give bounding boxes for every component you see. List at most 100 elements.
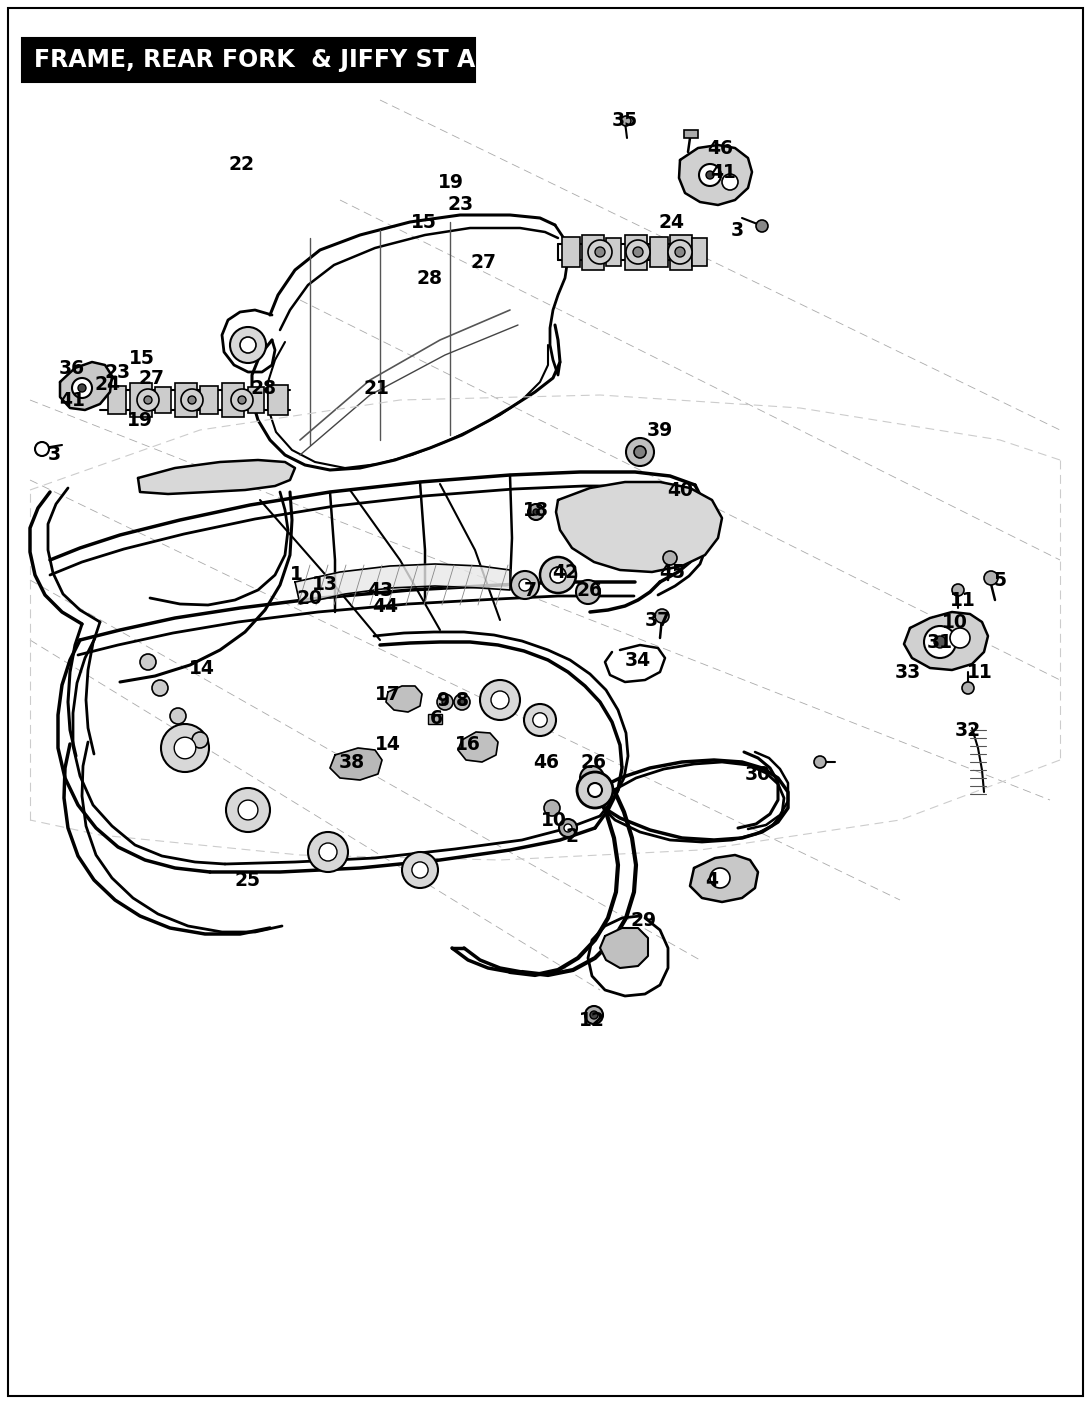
Circle shape xyxy=(544,800,560,816)
Circle shape xyxy=(161,724,209,772)
Circle shape xyxy=(238,396,245,404)
Circle shape xyxy=(140,654,156,670)
Text: 19: 19 xyxy=(437,174,464,192)
Polygon shape xyxy=(329,748,382,781)
Text: 3: 3 xyxy=(47,445,61,465)
Circle shape xyxy=(532,713,548,727)
Circle shape xyxy=(308,833,348,872)
Circle shape xyxy=(175,737,195,758)
Polygon shape xyxy=(386,687,422,712)
Text: 37: 37 xyxy=(645,611,671,629)
Circle shape xyxy=(655,609,669,623)
Circle shape xyxy=(459,699,465,705)
Polygon shape xyxy=(295,564,509,604)
Circle shape xyxy=(519,578,531,591)
Text: 23: 23 xyxy=(448,195,475,215)
Circle shape xyxy=(550,567,566,583)
Circle shape xyxy=(144,396,152,404)
Circle shape xyxy=(626,438,654,466)
Bar xyxy=(175,383,197,417)
Text: 39: 39 xyxy=(647,421,673,439)
Bar xyxy=(221,383,244,417)
Bar xyxy=(606,239,621,265)
Text: 26: 26 xyxy=(580,753,606,772)
Text: 8: 8 xyxy=(456,691,468,709)
Circle shape xyxy=(962,682,974,694)
Circle shape xyxy=(577,772,613,807)
Circle shape xyxy=(319,842,337,861)
Text: 3: 3 xyxy=(731,220,744,240)
Circle shape xyxy=(35,442,49,456)
Circle shape xyxy=(952,584,964,597)
Circle shape xyxy=(710,868,730,887)
Text: 10: 10 xyxy=(942,612,968,632)
Circle shape xyxy=(540,557,576,592)
Text: 45: 45 xyxy=(659,563,685,581)
Text: 34: 34 xyxy=(625,650,651,670)
Text: 26: 26 xyxy=(577,580,603,600)
Bar xyxy=(650,237,668,267)
Text: 28: 28 xyxy=(417,268,443,288)
Text: 7: 7 xyxy=(524,580,537,600)
Text: 40: 40 xyxy=(667,480,693,500)
Text: 17: 17 xyxy=(375,685,400,705)
Circle shape xyxy=(595,247,606,257)
Text: 2: 2 xyxy=(565,827,578,845)
Text: 22: 22 xyxy=(229,156,255,174)
Text: 14: 14 xyxy=(375,734,400,754)
Circle shape xyxy=(633,247,643,257)
Circle shape xyxy=(668,240,692,264)
Circle shape xyxy=(77,385,86,392)
Text: 25: 25 xyxy=(235,870,261,890)
Text: 13: 13 xyxy=(312,574,338,594)
Circle shape xyxy=(626,240,650,264)
Text: 11: 11 xyxy=(950,591,975,609)
Circle shape xyxy=(634,446,646,458)
Text: 14: 14 xyxy=(189,658,215,678)
Circle shape xyxy=(188,396,196,404)
Text: 15: 15 xyxy=(129,348,155,368)
Circle shape xyxy=(621,117,631,126)
Text: 15: 15 xyxy=(411,212,436,232)
Text: 9: 9 xyxy=(437,691,451,709)
Text: 27: 27 xyxy=(139,368,165,388)
Circle shape xyxy=(442,699,448,705)
Text: 41: 41 xyxy=(59,390,85,410)
Text: 5: 5 xyxy=(994,570,1007,590)
Circle shape xyxy=(192,731,208,748)
Circle shape xyxy=(437,694,453,710)
Circle shape xyxy=(699,164,721,185)
Circle shape xyxy=(480,680,520,720)
Bar xyxy=(108,386,125,414)
Bar xyxy=(670,234,692,270)
Bar xyxy=(562,237,580,267)
Text: 23: 23 xyxy=(105,362,131,382)
Circle shape xyxy=(511,571,539,600)
Bar xyxy=(582,234,604,270)
Text: 28: 28 xyxy=(250,379,276,397)
Circle shape xyxy=(230,327,266,364)
Text: 4: 4 xyxy=(706,870,719,890)
Text: FRAME, REAR FORK  & JIFFY ST AND: FRAME, REAR FORK & JIFFY ST AND xyxy=(34,48,515,72)
Text: 12: 12 xyxy=(579,1011,604,1029)
Text: 33: 33 xyxy=(895,663,921,681)
Text: 11: 11 xyxy=(967,663,993,681)
Text: 27: 27 xyxy=(471,253,497,271)
Text: 24: 24 xyxy=(95,375,121,395)
Text: 32: 32 xyxy=(955,720,981,740)
Circle shape xyxy=(588,783,602,797)
Bar xyxy=(155,388,171,413)
Bar xyxy=(625,234,647,270)
Bar xyxy=(428,715,442,724)
Circle shape xyxy=(675,247,685,257)
Text: 31: 31 xyxy=(927,632,954,651)
Circle shape xyxy=(524,703,556,736)
Text: 29: 29 xyxy=(631,911,657,929)
Text: 46: 46 xyxy=(707,139,733,157)
Circle shape xyxy=(137,389,159,411)
Circle shape xyxy=(454,694,470,710)
Polygon shape xyxy=(600,928,648,967)
Polygon shape xyxy=(679,145,752,205)
Polygon shape xyxy=(556,482,722,571)
Text: 21: 21 xyxy=(363,379,388,397)
